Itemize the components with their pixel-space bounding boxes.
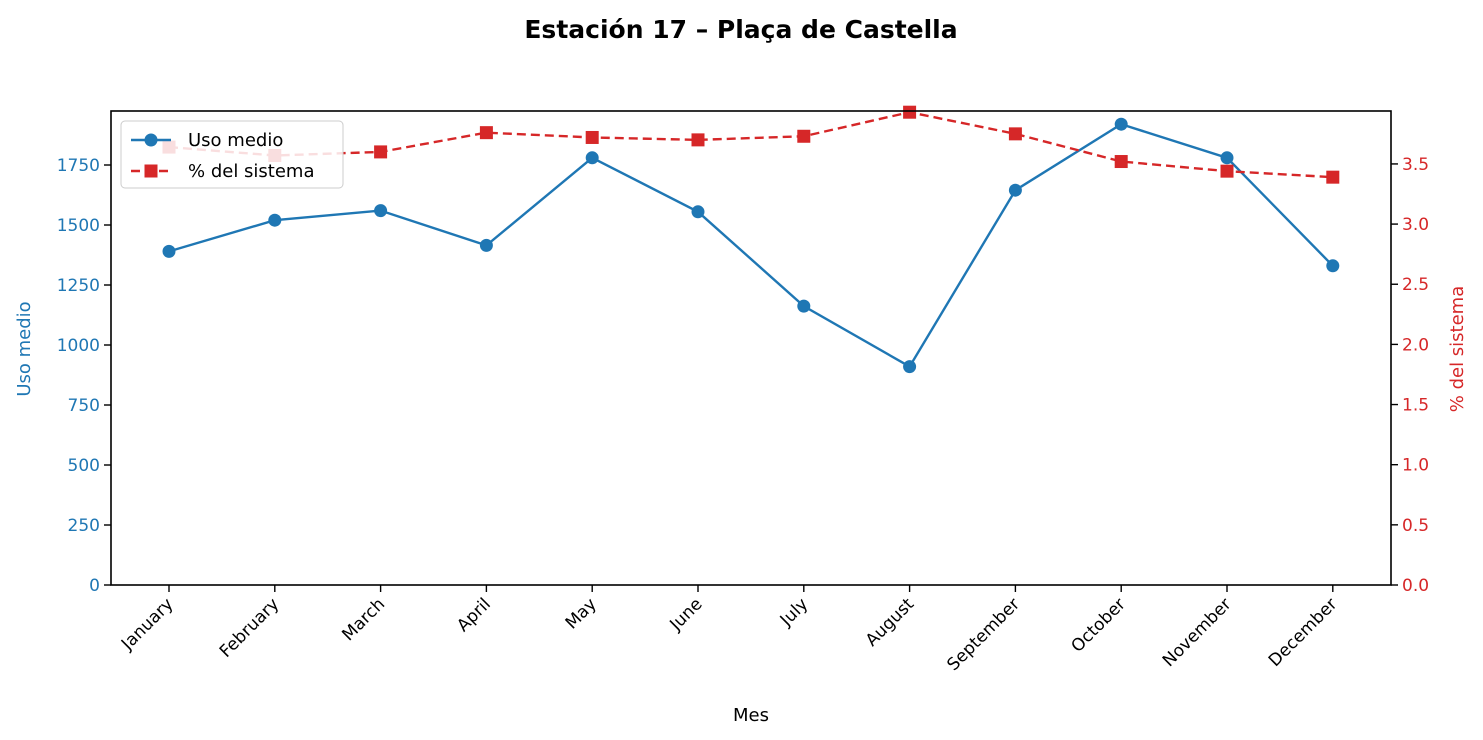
- data-point: [268, 213, 282, 227]
- y-right-tick-label: 2.5: [1402, 275, 1429, 295]
- y-left-tick-label: 0: [89, 576, 100, 596]
- data-point: [903, 105, 917, 119]
- y-right-tick-label: 2.0: [1402, 335, 1429, 355]
- x-tick-label: February: [216, 594, 283, 661]
- data-point: [479, 238, 493, 252]
- series-line-porcentaje: [168, 110, 1333, 179]
- x-tick-label: January: [117, 594, 177, 654]
- y-left-tick-label: 250: [68, 516, 100, 536]
- y-left-tick-label: 1000: [57, 336, 100, 356]
- y-left-tick-label: 1250: [57, 276, 100, 296]
- y-right-axis-label: % del sistema: [1447, 286, 1468, 413]
- data-point: [797, 299, 811, 313]
- data-point: [1326, 170, 1340, 184]
- y-left-tick-label: 750: [68, 396, 100, 416]
- chart-title: Estación 17 – Plaça de Castella: [524, 15, 957, 44]
- x-tick-label: April: [453, 594, 495, 636]
- right-axis: 0.0 0.5 1.0 1.5 2.0 2.5 3.0 3.5: [1391, 155, 1429, 596]
- data-point: [1220, 151, 1234, 165]
- x-tick-label: May: [562, 594, 601, 633]
- x-axis: January February March April May June July Augu…: [117, 585, 1341, 675]
- x-axis-label: Mes: [733, 705, 769, 726]
- legend-marker: [144, 164, 158, 178]
- data-point: [1008, 183, 1022, 197]
- x-tick-label: March: [338, 594, 389, 645]
- data-point: [1114, 117, 1128, 131]
- legend-label: % del sistema: [188, 161, 315, 182]
- data-point: [1326, 259, 1340, 273]
- data-point: [585, 151, 599, 165]
- y-right-tick-label: 3.5: [1402, 155, 1429, 175]
- data-point: [479, 126, 493, 140]
- x-tick-label: September: [943, 594, 1024, 675]
- data-point: [691, 133, 705, 147]
- data-point: [797, 129, 811, 143]
- data-point: [374, 145, 388, 159]
- data-point: [1114, 155, 1128, 169]
- data-point: [585, 130, 599, 144]
- x-tick-label: December: [1265, 594, 1341, 670]
- legend-box: [120, 120, 344, 189]
- y-right-tick-label: 0.0: [1402, 576, 1429, 596]
- x-tick-label: August: [862, 594, 918, 650]
- y-right-tick-label: 0.5: [1402, 516, 1429, 536]
- y-right-tick-label: 1.0: [1402, 456, 1429, 476]
- x-tick-label: October: [1067, 594, 1129, 656]
- left-axis: 0 250 500 750 1000 1250 1500 1750: [57, 156, 111, 596]
- x-tick-label: June: [666, 594, 707, 635]
- y-left-axis-label: Uso medio: [14, 301, 35, 396]
- data-point: [1220, 164, 1234, 178]
- data-point: [903, 360, 917, 374]
- series-line-uso-medio: [168, 122, 1334, 369]
- y-left-tick-label: 1750: [57, 156, 100, 176]
- legend-entries: Uso medio % del sistema: [131, 130, 315, 182]
- y-right-tick-label: 1.5: [1402, 396, 1429, 416]
- data-point: [691, 205, 705, 219]
- y-left-tick-label: 500: [68, 456, 100, 476]
- legend: Uso medio % del sistema: [120, 120, 344, 189]
- data-point: [374, 204, 388, 218]
- plot-frame: [110, 110, 1392, 586]
- x-tick-label: July: [776, 594, 812, 630]
- legend-marker: [144, 133, 158, 147]
- y-right-tick-label: 3.0: [1402, 215, 1429, 235]
- data-point: [1008, 127, 1022, 141]
- data-point: [162, 244, 176, 258]
- y-left-tick-label: 1500: [57, 216, 100, 236]
- legend-label: Uso medio: [188, 130, 283, 151]
- x-tick-label: November: [1159, 594, 1236, 671]
